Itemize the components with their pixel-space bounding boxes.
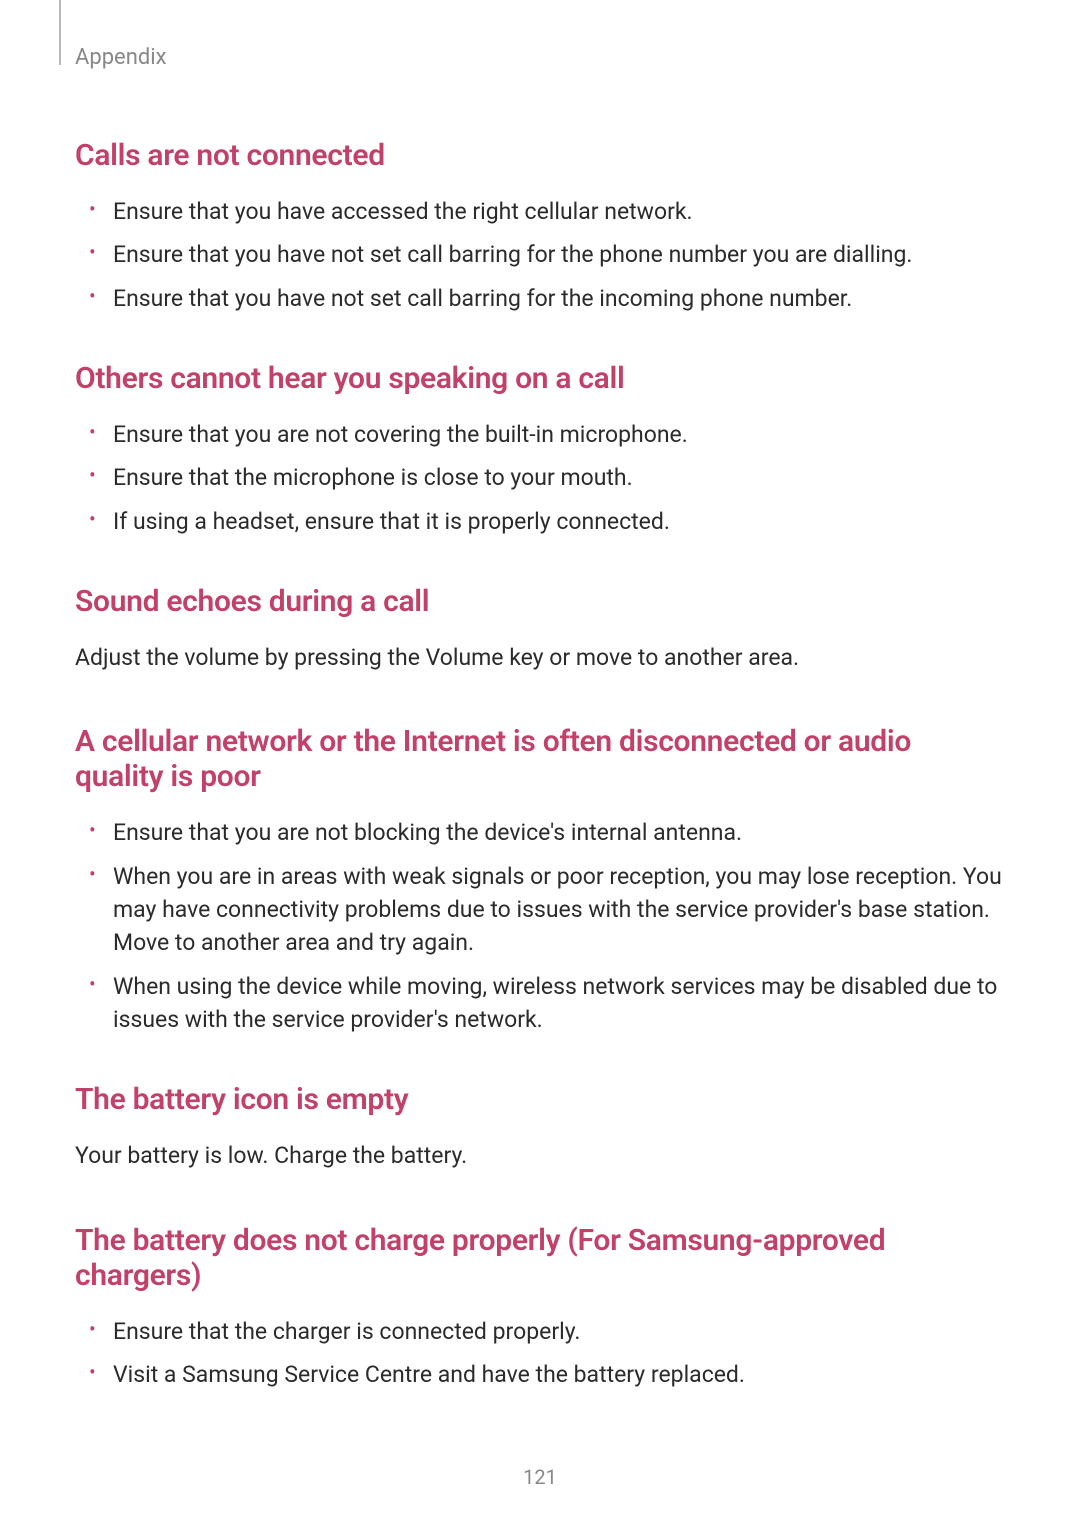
list-item: If using a headset, ensure that it is pr… xyxy=(113,505,1005,538)
list-item: Ensure that you have not set call barrin… xyxy=(113,238,1005,271)
list-item: Ensure that you have not set call barrin… xyxy=(113,282,1005,315)
section-heading-calls: Calls are not connected xyxy=(75,138,1005,173)
bullet-list: Ensure that you are not covering the bui… xyxy=(75,418,1005,538)
list-item: When you are in areas with weak signals … xyxy=(113,860,1005,960)
bullet-list: Ensure that you have accessed the right … xyxy=(75,195,1005,315)
list-item: Ensure that you are not blocking the dev… xyxy=(113,816,1005,849)
bullet-list: Ensure that you are not blocking the dev… xyxy=(75,816,1005,1036)
body-paragraph: Your battery is low. Charge the battery. xyxy=(75,1139,1005,1172)
list-item: Ensure that the charger is connected pro… xyxy=(113,1315,1005,1348)
list-item: Visit a Samsung Service Centre and have … xyxy=(113,1358,1005,1391)
section-heading-hear: Others cannot hear you speaking on a cal… xyxy=(75,361,1005,396)
list-item: When using the device while moving, wire… xyxy=(113,970,1005,1037)
header-section-name: Appendix xyxy=(75,45,1005,70)
section-heading-echo: Sound echoes during a call xyxy=(75,584,1005,619)
section-heading-battery-charge: The battery does not charge properly (Fo… xyxy=(75,1223,1005,1293)
list-item: Ensure that you are not covering the bui… xyxy=(113,418,1005,451)
section-heading-battery-empty: The battery icon is empty xyxy=(75,1082,1005,1117)
body-paragraph: Adjust the volume by pressing the Volume… xyxy=(75,641,1005,674)
page-number: 121 xyxy=(0,1465,1080,1489)
bullet-list: Ensure that the charger is connected pro… xyxy=(75,1315,1005,1392)
list-item: Ensure that the microphone is close to y… xyxy=(113,461,1005,494)
section-heading-network: A cellular network or the Internet is of… xyxy=(75,724,1005,794)
header-vertical-line xyxy=(59,0,61,65)
list-item: Ensure that you have accessed the right … xyxy=(113,195,1005,228)
